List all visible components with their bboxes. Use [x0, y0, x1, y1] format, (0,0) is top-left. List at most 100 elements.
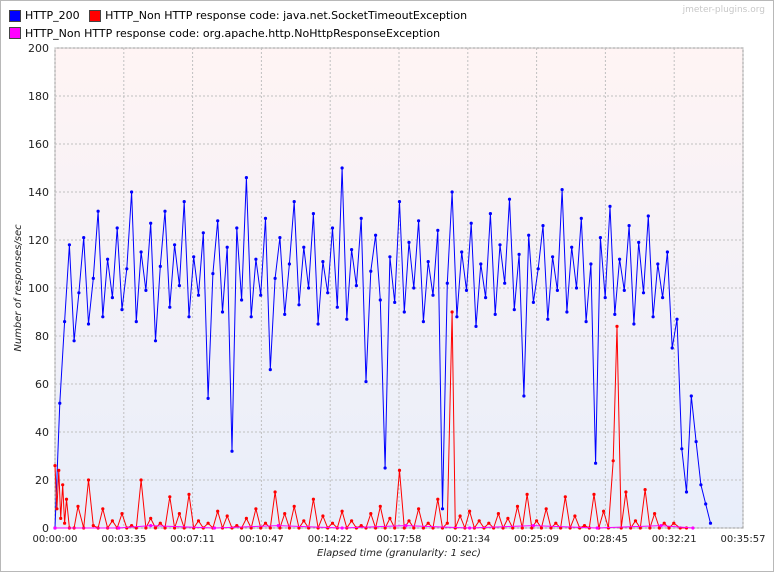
legend-swatch-http-200: [9, 9, 21, 22]
data-point-1: [235, 524, 239, 528]
data-point-1: [511, 526, 515, 530]
data-point-0: [96, 209, 100, 213]
x-tick-label: 00:28:45: [583, 534, 628, 545]
data-point-0: [574, 286, 579, 290]
data-point-0: [512, 308, 516, 312]
data-point-1: [206, 521, 210, 525]
data-point-0: [378, 298, 382, 302]
data-point-0: [244, 176, 248, 180]
data-point-0: [388, 255, 392, 259]
data-point-1: [667, 526, 671, 530]
data-point-0: [546, 317, 550, 321]
data-point-1: [177, 511, 181, 516]
data-point-0: [608, 204, 612, 208]
data-point-0: [517, 252, 521, 256]
data-point-0: [106, 257, 110, 261]
data-point-0: [464, 288, 469, 292]
data-point-0: [579, 216, 583, 220]
data-point-1: [615, 324, 619, 328]
data-point-1: [244, 516, 248, 521]
data-point-1: [302, 519, 306, 523]
data-point-1: [468, 509, 472, 513]
y-tick-label: 40: [35, 426, 49, 439]
y-tick-label: 20: [35, 474, 49, 487]
data-point-1: [412, 526, 416, 530]
data-point-0: [618, 257, 622, 261]
data-point-0: [507, 197, 512, 201]
data-point-0: [230, 449, 234, 453]
data-point-0: [708, 521, 713, 525]
data-point-0: [661, 296, 665, 300]
data-point-0: [469, 221, 473, 225]
data-point-0: [163, 209, 167, 213]
data-point-0: [182, 200, 186, 204]
legend-label-nohttp: HTTP_Non HTTP response code: org.apache.…: [25, 26, 441, 40]
data-point-0: [613, 312, 617, 316]
data-point-1: [283, 511, 287, 516]
data-point-0: [287, 262, 291, 266]
data-point-0: [417, 219, 421, 223]
data-point-0: [86, 322, 91, 326]
data-point-1: [421, 526, 425, 530]
data-point-0: [594, 461, 598, 465]
data-point-1: [273, 490, 277, 494]
data-point-0: [374, 233, 378, 237]
data-point-0: [589, 262, 593, 266]
data-point-2: [149, 524, 153, 528]
data-point-1: [383, 526, 387, 530]
data-point-1: [559, 526, 563, 530]
data-point-0: [278, 236, 282, 240]
data-point-1: [292, 504, 296, 508]
data-point-1: [624, 490, 628, 494]
data-point-1: [402, 526, 406, 530]
data-point-0: [488, 212, 492, 216]
data-point-1: [369, 511, 373, 516]
data-point-0: [196, 293, 201, 297]
data-point-0: [283, 312, 287, 316]
data-point-0: [153, 339, 158, 343]
data-point-1: [216, 509, 220, 513]
data-point-0: [632, 322, 636, 326]
data-point-1: [633, 519, 638, 523]
legend-label-timeout: HTTP_Non HTTP response code: java.net.So…: [105, 9, 468, 22]
data-point-0: [187, 315, 191, 319]
data-point-1: [592, 492, 596, 496]
data-point-0: [704, 502, 708, 506]
legend-label-http-200: HTTP_200: [25, 9, 80, 22]
data-point-0: [555, 288, 560, 292]
data-point-1: [506, 516, 510, 521]
data-point-0: [220, 310, 225, 314]
data-point-0: [235, 226, 239, 230]
data-point-1: [496, 511, 500, 516]
data-point-0: [335, 305, 339, 309]
data-point-0: [254, 257, 258, 261]
data-point-1: [101, 507, 105, 511]
data-point-0: [570, 245, 574, 249]
data-point-0: [82, 236, 86, 240]
data-point-2: [117, 526, 121, 530]
data-point-0: [201, 231, 205, 235]
data-point-1: [530, 526, 534, 530]
data-point-1: [520, 526, 524, 530]
data-point-1: [388, 516, 392, 521]
data-point-0: [263, 216, 268, 220]
data-point-1: [544, 507, 548, 511]
data-point-1: [450, 310, 454, 314]
data-point-1: [321, 514, 325, 518]
data-point-1: [407, 519, 411, 523]
x-axis-ticks: 00:00:00 00:03:35 00:07:11 00:10:47 00:14:22…: [33, 534, 766, 545]
x-axis-label: Elapsed time (granularity: 1 sec): [317, 548, 481, 559]
data-point-1: [297, 526, 301, 530]
watermark: jmeter-plugins.org: [682, 5, 765, 15]
data-point-1: [535, 519, 539, 523]
data-point-1: [611, 459, 615, 463]
data-point-0: [101, 315, 105, 319]
data-point-0: [120, 308, 124, 312]
data-point-1: [76, 504, 80, 508]
data-point-1: [263, 521, 268, 525]
data-point-1: [63, 521, 67, 525]
data-point-0: [110, 296, 114, 300]
data-point-1: [144, 526, 148, 530]
data-point-0: [603, 296, 607, 300]
